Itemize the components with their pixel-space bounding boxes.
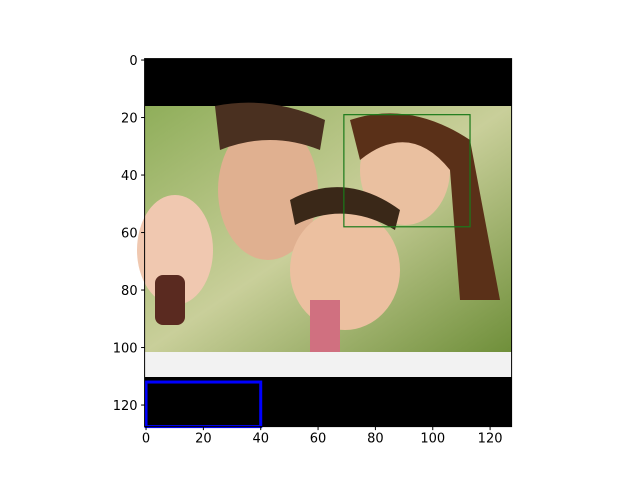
image (137, 58, 512, 427)
hair (350, 113, 500, 300)
y-tick-label: 20 (121, 112, 138, 127)
y-tick-label: 100 (113, 342, 138, 357)
y-tick-label: 0 (129, 54, 137, 69)
x-tick-label: 40 (252, 432, 269, 447)
hair (290, 187, 400, 230)
y-tick-label: 40 (121, 169, 138, 184)
face (290, 210, 400, 330)
x-tick-label: 0 (142, 432, 150, 447)
photo-caption-strip (144, 352, 512, 377)
x-tick-label: 120 (478, 432, 503, 447)
x-tick-label: 100 (420, 432, 445, 447)
axes-frame (144, 58, 513, 428)
bounding-box (343, 114, 471, 228)
x-tick-label: 20 (195, 432, 212, 447)
face (137, 195, 213, 305)
ice-cream (155, 275, 185, 325)
y-tick-label: 60 (121, 227, 138, 242)
x-tick-label: 60 (310, 432, 327, 447)
ticks: 0 20 40 60 80 100 120 0 20 40 60 80 100 120 (113, 54, 503, 447)
y-tick-label: 120 (113, 399, 138, 414)
y-tick-label: 80 (121, 284, 138, 299)
x-tick-label: 80 (367, 432, 384, 447)
tongue (310, 300, 340, 352)
hair (215, 102, 325, 150)
face (218, 120, 318, 260)
